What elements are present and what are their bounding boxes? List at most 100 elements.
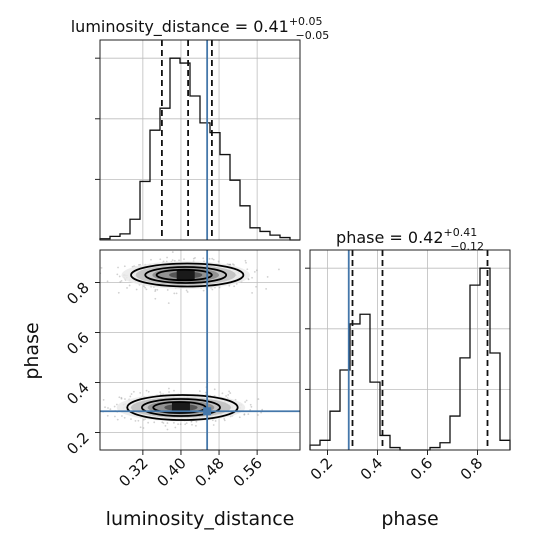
scatter-point (255, 269, 258, 272)
scatter-point (137, 419, 140, 422)
scatter-point (194, 256, 196, 259)
scatter-point (247, 413, 250, 415)
scatter-point (185, 422, 188, 425)
scatter-point (142, 427, 145, 429)
scatter-point (173, 259, 176, 262)
panel-phase-hist: 0.2 0.4 0.6 0.8 phase = 0.42+0.41 −0.12 phas… (305, 226, 511, 530)
scatter-point (118, 396, 121, 399)
panel-frame (99, 39, 301, 241)
scatter-point (212, 424, 215, 426)
x-tick-label: 0.4 (357, 454, 387, 484)
scatter-point (213, 388, 216, 391)
scatter-point (261, 408, 264, 411)
scatter-point (166, 256, 168, 259)
scatter-point (174, 426, 177, 429)
x-ticks: 0.32 0.40 0.48 0.56 (115, 450, 266, 490)
scatter-point (145, 288, 148, 291)
scatter-point (186, 291, 189, 293)
y-ticks: 0.2 0.4 0.6 0.8 (63, 279, 100, 459)
scatter-point (104, 406, 106, 409)
scatter-point (192, 257, 195, 260)
y-axis-label-phase: phase (21, 322, 43, 379)
scatter-point (208, 257, 211, 260)
scatter-point (266, 276, 269, 278)
x-tick-label: 0.40 (153, 454, 189, 490)
scatter-point (244, 401, 247, 403)
scatter-point (117, 291, 120, 294)
scatter-point (233, 285, 236, 288)
scatter-point (144, 286, 147, 289)
scatter-point (194, 424, 197, 427)
contour-0-1 (144, 266, 228, 284)
histogram-step (99, 57, 300, 241)
panel-frame (99, 249, 301, 451)
scatter-point (156, 288, 159, 291)
scatter-point (202, 289, 205, 292)
scatter-point (139, 426, 142, 429)
scatter-point (214, 420, 217, 422)
scatter-point (94, 405, 96, 407)
scatter-point (132, 390, 135, 393)
quantile-lines (161, 40, 213, 240)
grid (310, 250, 510, 450)
scatter-point (212, 258, 215, 261)
scatter-point (204, 391, 207, 394)
scatter-point (243, 413, 246, 416)
scatter-point (109, 408, 112, 411)
scatter-point (228, 390, 230, 393)
contour-0-0 (155, 268, 213, 282)
scatter-point (119, 281, 122, 283)
scatter-point (244, 259, 247, 262)
y-tick-label: 0.2 (63, 429, 93, 459)
scatter-point (171, 259, 174, 262)
contour-lines (126, 262, 245, 421)
scatter-point (69, 405, 71, 407)
scatter-point (257, 414, 259, 416)
scatter-point (123, 416, 126, 419)
scatter-point (145, 389, 148, 392)
scatter-point (223, 419, 226, 422)
title-phase: phase = 0.42+0.41 −0.12 (336, 226, 484, 253)
scatter-point (250, 405, 253, 408)
scatter-point (115, 403, 118, 406)
scatter-point (178, 259, 180, 262)
scatter-point (251, 276, 253, 279)
scatter-point (251, 292, 253, 294)
scatter-point (223, 417, 226, 420)
scatter-point (143, 285, 145, 288)
scatter-point (147, 390, 150, 393)
x-axis-label-phase: phase (381, 508, 438, 530)
scatter-point (245, 261, 247, 264)
x-axis-label-luminosity-distance: luminosity_distance (106, 508, 295, 530)
histogram (309, 267, 511, 451)
y-ticks (95, 57, 100, 180)
scatter-point (117, 266, 119, 269)
scatter-point (173, 389, 175, 392)
x-tick-label: 0.6 (407, 454, 437, 484)
scatter-point (154, 297, 157, 300)
scatter-point (195, 420, 198, 423)
scatter-point (139, 392, 142, 394)
scatter-point (102, 399, 105, 401)
panel-joint: 0.32 0.40 0.48 0.56 0.2 0.4 0.6 0.8 luminosity… (21, 249, 301, 530)
y-tick-label: 0.6 (63, 329, 93, 359)
y-tick-label: 0.4 (63, 379, 93, 409)
scatter-point (255, 285, 257, 288)
truth-lines (100, 250, 300, 450)
scatter-point (150, 258, 152, 261)
scatter-point (129, 395, 132, 398)
scatter-point (191, 423, 193, 426)
scatter-point (164, 424, 167, 427)
scatter-point (183, 258, 185, 261)
scatter-point (107, 407, 109, 409)
scatter-point (246, 268, 249, 271)
scatter-point (162, 260, 165, 263)
scatter-point (130, 418, 132, 420)
scatter-point (243, 413, 246, 416)
scatter-point (166, 428, 169, 431)
scatter-point (179, 423, 182, 426)
contour-1-2 (126, 394, 239, 421)
histogram-step (309, 267, 511, 451)
scatter-point (211, 257, 214, 260)
scatter-point (123, 265, 126, 268)
